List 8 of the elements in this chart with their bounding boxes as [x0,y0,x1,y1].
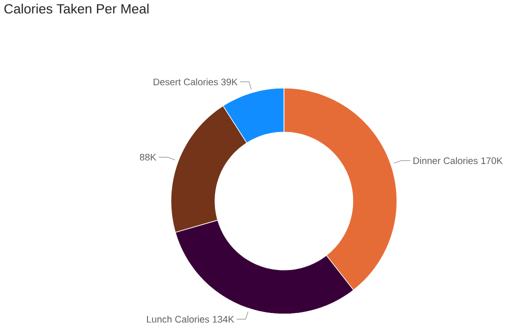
slice-label: Lunch Calories [147,316,210,323]
data-label: 39K [221,78,238,86]
slice-label: Desert Calories [154,78,218,86]
data-label: 134K [212,316,234,323]
data-label: 170K [481,157,503,164]
slice-label: Dinner Calories [414,157,478,164]
chart-title: Calories Taken Per Meal [4,4,148,14]
data-label: 88K [140,154,156,161]
